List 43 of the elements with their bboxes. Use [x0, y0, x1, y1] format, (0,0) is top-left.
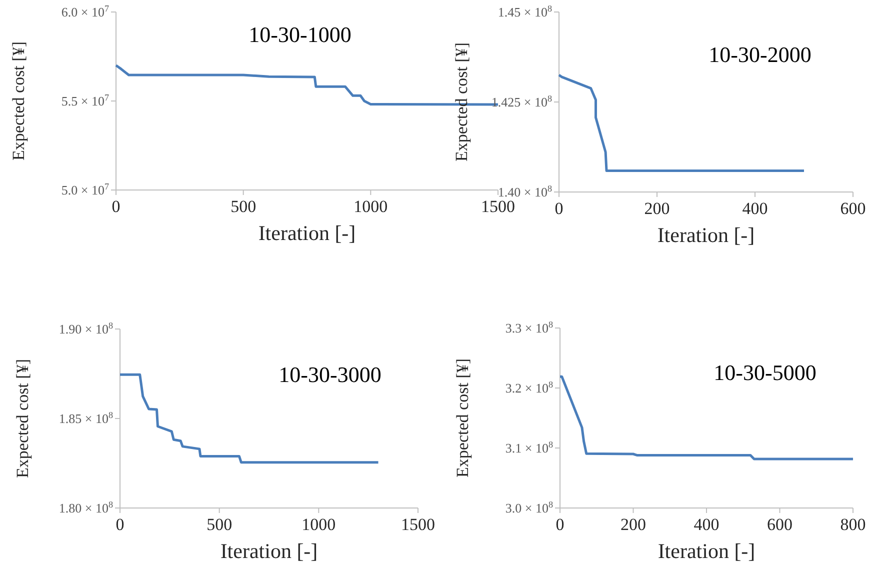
- x-tick-label: 500: [230, 197, 256, 216]
- y-tick-label: 1.425 × 10$^{8}$: [491, 94, 552, 110]
- x-tick-label: 1000: [354, 197, 388, 216]
- x-axis-title: Iteration [-]: [220, 539, 318, 563]
- y-tick-label: 1.45 × 10$^{8}$: [498, 4, 552, 20]
- x-axis-title: Iteration [-]: [658, 539, 756, 563]
- x-tick-label: 800: [840, 515, 866, 534]
- y-tick-label: 3.1 × 10$^{8}$: [505, 440, 554, 456]
- x-tick-label: 1500: [481, 197, 515, 216]
- x-tick-label: 0: [554, 199, 564, 218]
- text: 10-30-5000: [714, 360, 816, 385]
- y-tick-label: 3.2 × 10$^{8}$: [505, 380, 554, 396]
- x-tick-label: 1500: [401, 515, 435, 534]
- y-tick-label: 1.90 × 10$^{8}$: [58, 320, 114, 337]
- x-tick-label: 0: [112, 197, 120, 216]
- text: 10-30-3000: [278, 362, 382, 387]
- y-tick-label: 1.80 × 10$^{8}$: [58, 500, 114, 516]
- x-tick-label: 0: [556, 515, 564, 534]
- x-tick-label: 500: [206, 515, 232, 534]
- y-tick-label: 3.3 × 10$^{8}$: [505, 320, 554, 336]
- x-tick-label: 600: [767, 515, 792, 534]
- y-tick-label: 5.0 × 10$^{7}$: [61, 182, 110, 198]
- line-series: [558, 74, 806, 172]
- text: 10-30-1000: [248, 22, 352, 47]
- y-axis-title: Expected cost [¥]: [13, 359, 32, 478]
- y-axis-title: Expected cost [¥]: [9, 42, 28, 160]
- x-tick-label: 400: [742, 199, 768, 218]
- x-axis-title: Iteration [-]: [657, 223, 755, 247]
- y-tick-label: 1.85 × 10$^{8}$: [58, 410, 114, 426]
- x-axis-title: Iteration [-]: [258, 221, 356, 245]
- y-axis-title: Expected cost [¥]: [452, 42, 471, 162]
- y-axis-title: Expected cost [¥]: [453, 358, 472, 478]
- x-tick-label: 1000: [302, 515, 336, 534]
- y-tick-label: 6.0 × 10$^{7}$: [61, 4, 110, 20]
- y-tick-label: 1.40 × 10$^{8}$: [498, 184, 552, 200]
- x-tick-label: 0: [116, 515, 124, 534]
- x-tick-label: 600: [840, 199, 866, 218]
- x-tick-label: 400: [694, 515, 720, 534]
- y-tick-label: 3.0 × 10$^{8}$: [505, 500, 554, 516]
- x-tick-label: 200: [620, 515, 646, 534]
- text: 10-30-2000: [708, 42, 812, 67]
- y-tick-label: 5.5 × 10$^{7}$: [61, 92, 110, 109]
- x-tick-label: 200: [644, 199, 670, 218]
